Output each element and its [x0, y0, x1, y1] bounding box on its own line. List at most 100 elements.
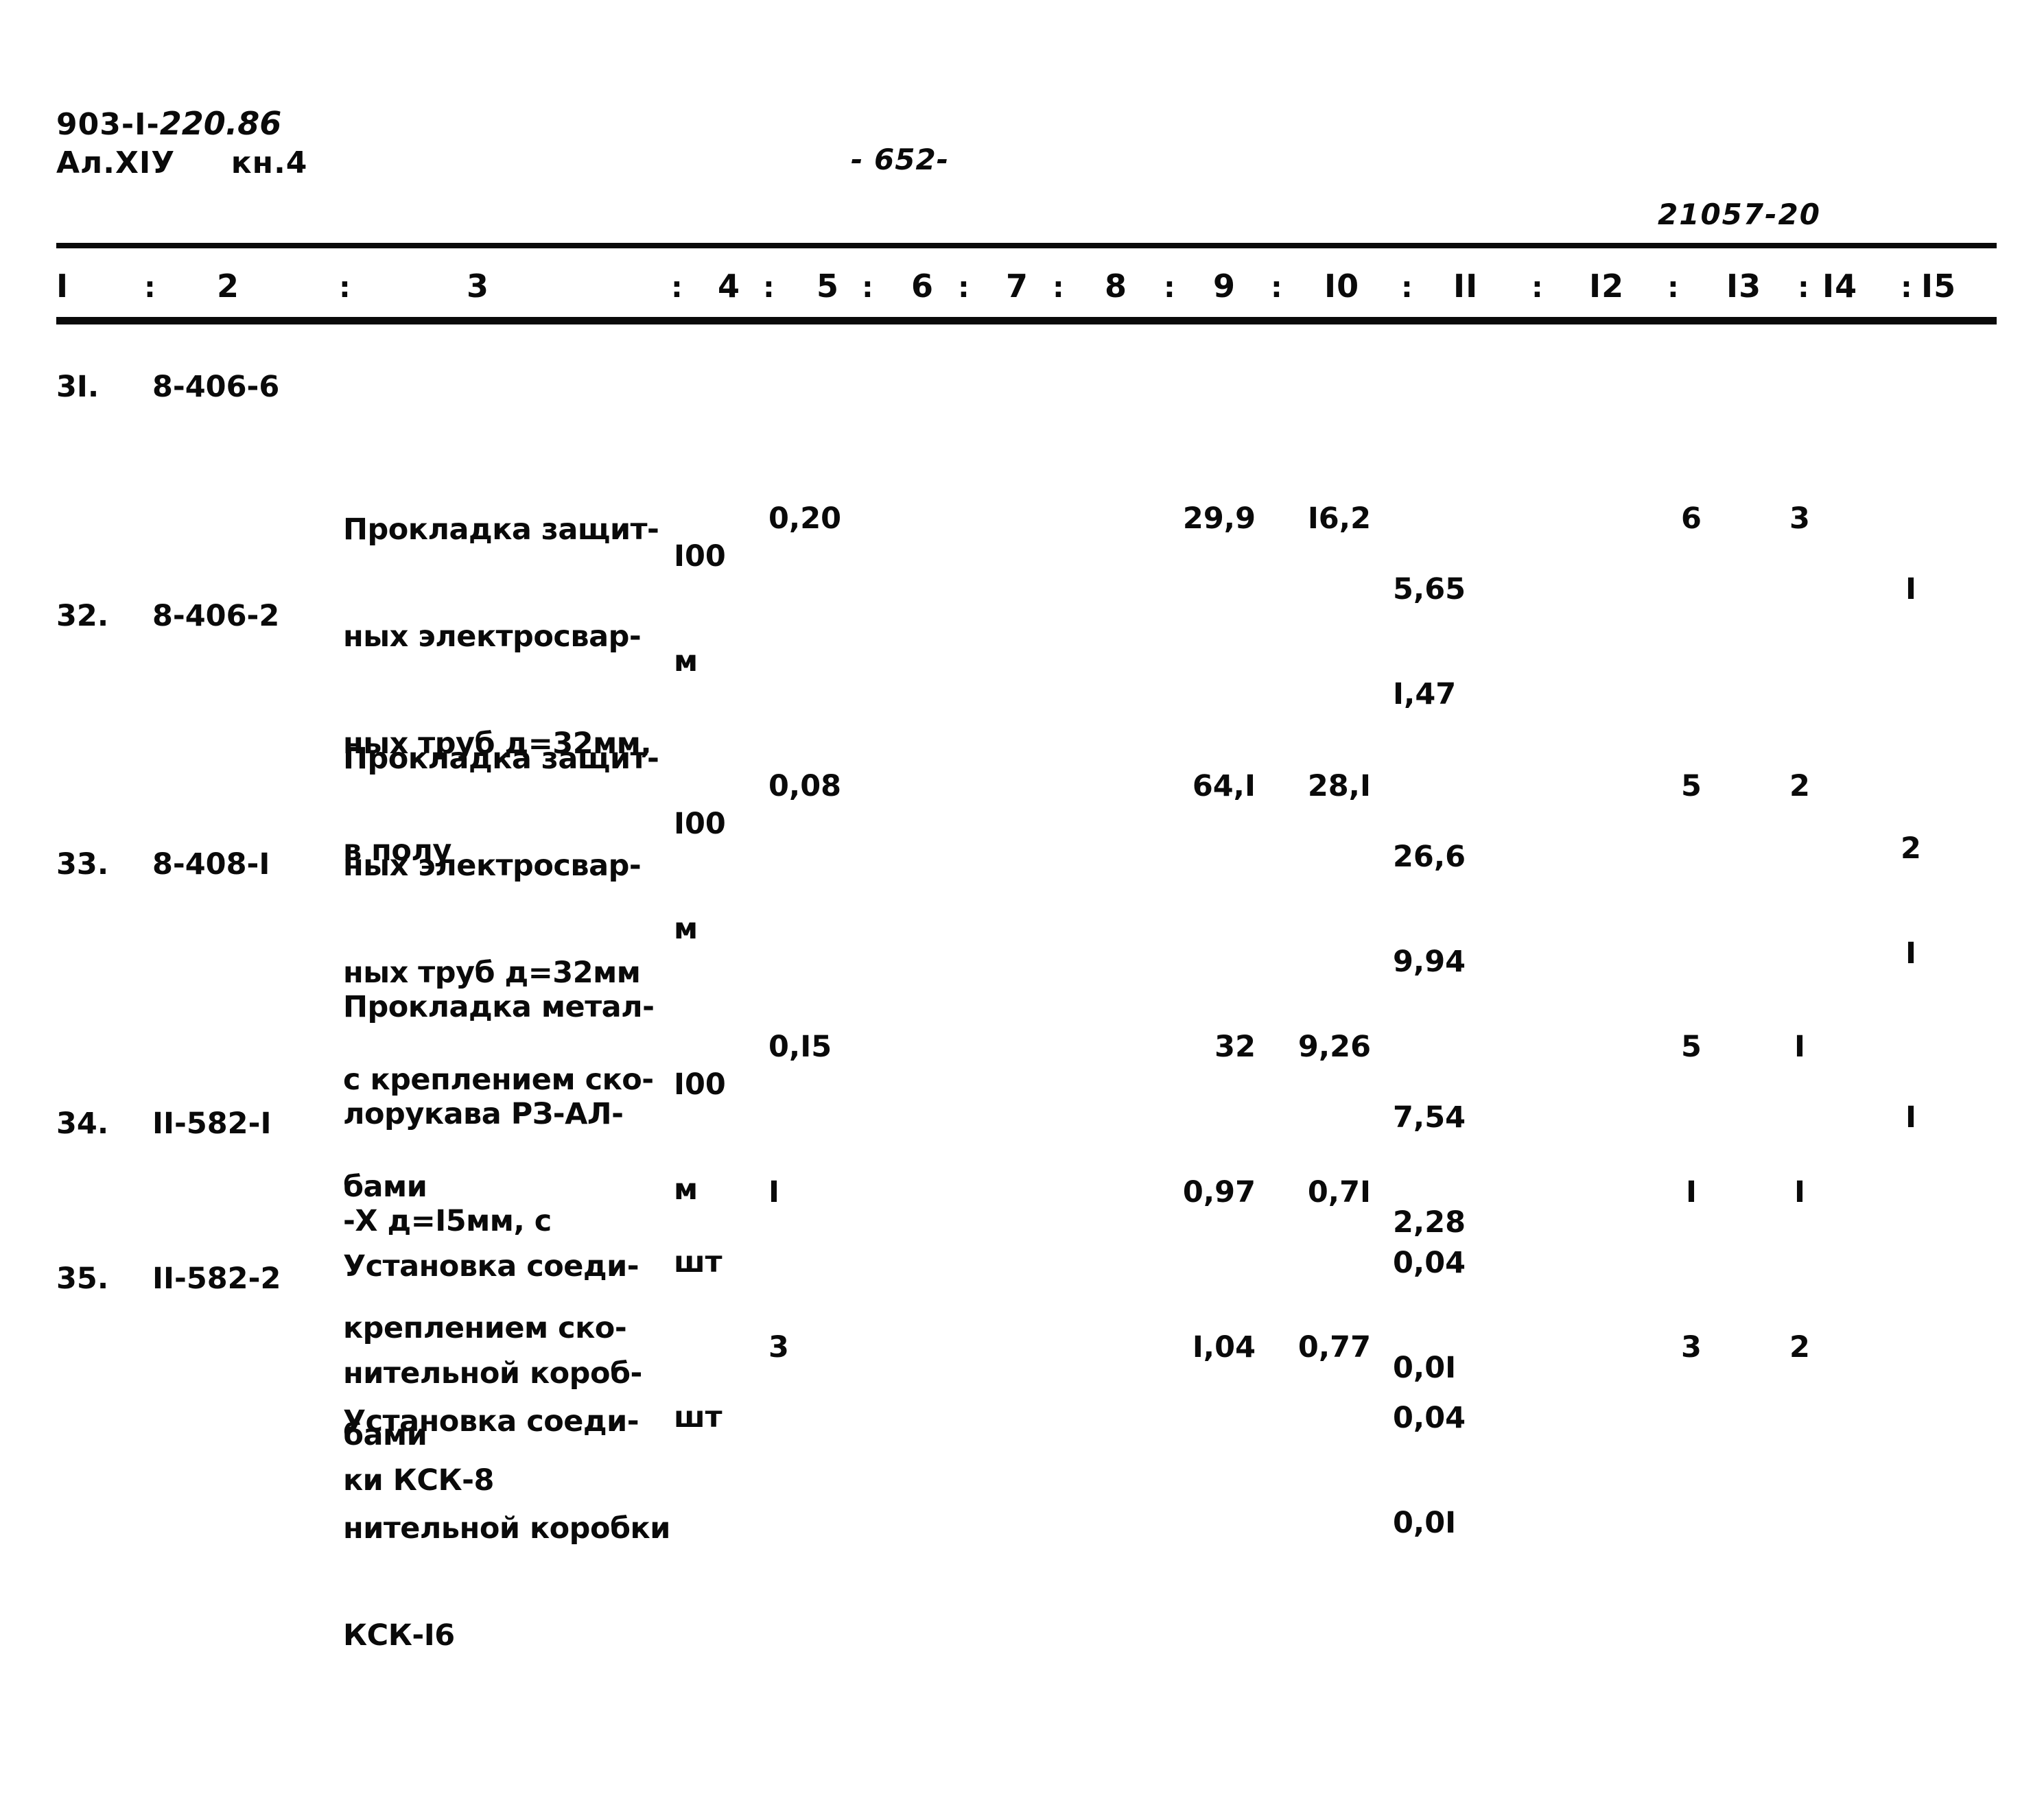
- row-number: 32.: [56, 599, 109, 633]
- unit-line-1: I00: [674, 539, 726, 574]
- album-book-line: Ал.XIУ кн.4: [56, 145, 308, 180]
- column-header-10: I0: [1324, 268, 1360, 305]
- row-col14: 2: [1789, 769, 1810, 803]
- desc-line: -Х д=I5мм, с: [343, 1204, 552, 1238]
- col15-top: 2: [1901, 831, 1921, 866]
- desc-line: ных электросвар-: [343, 849, 642, 883]
- col11-top: 0,04: [1393, 1401, 1466, 1435]
- col15-bottom: I: [1905, 936, 1916, 971]
- column-header-13: I3: [1726, 268, 1762, 305]
- desc-line: креплением ско-: [343, 1311, 627, 1345]
- desc-line: Установка соеди-: [343, 1404, 639, 1439]
- col11-bottom: I,47: [1393, 677, 1457, 711]
- row-col15: I: [1880, 501, 1942, 749]
- row-unit: I00 м: [674, 468, 749, 749]
- unit-line-2: шт: [674, 1245, 723, 1279]
- desc-line: лорукава РЗ-АЛ-: [343, 1097, 624, 1131]
- unit-line-2: м: [674, 1172, 698, 1207]
- document-page: 903-I-220.86 Ал.XIУ кн.4 - 652- 21057-20…: [56, 102, 1997, 1653]
- desc-line: ных электросвар-: [343, 619, 642, 654]
- row-col14: 3: [1789, 501, 1810, 536]
- desc-line: ных труб д=32мм,: [343, 726, 652, 761]
- row-unit: I00 м: [674, 996, 749, 1277]
- column-separator: :: [763, 270, 775, 304]
- row-quantity: 0,I5: [768, 1030, 832, 1064]
- column-separator: :: [958, 270, 970, 304]
- document-code-suffix: 220.86: [159, 105, 282, 142]
- row-col13: 6: [1681, 501, 1702, 536]
- row-col9: 29,9: [1182, 501, 1256, 536]
- row-code: 8-408-I: [152, 847, 270, 882]
- document-code: 903-I-220.86: [56, 102, 281, 147]
- column-header-6: 6: [911, 268, 935, 305]
- column-separator: :: [144, 270, 156, 304]
- row-col11: 0,04 0,0I: [1393, 1174, 1496, 1456]
- col11-top: 26,6: [1393, 840, 1466, 874]
- column-separator: :: [671, 270, 683, 304]
- column-separator: :: [339, 270, 351, 304]
- column-header-1: I: [56, 268, 69, 305]
- unit-line-1: I00: [674, 1067, 726, 1102]
- column-header-8: 8: [1105, 268, 1128, 305]
- row-col13: 5: [1681, 1030, 1702, 1064]
- row-number: 35.: [56, 1262, 109, 1296]
- row-col14: I: [1794, 1175, 1805, 1209]
- row-quantity: 3: [768, 1330, 789, 1364]
- header-rule: [56, 317, 1997, 324]
- row-col11: 7,54 2,28: [1393, 1029, 1496, 1310]
- row-code: II-582-2: [152, 1262, 281, 1296]
- desc-line: Прокладка защит-: [343, 742, 659, 776]
- column-header-14: I4: [1822, 268, 1858, 305]
- row-col15: [1880, 1330, 1942, 1472]
- col11-bottom: 2,28: [1393, 1205, 1466, 1240]
- desc-line: в полу: [343, 834, 451, 868]
- row-code: 8-406-6: [152, 370, 280, 404]
- desc-line: Прокладка метал-: [343, 990, 655, 1024]
- col15-top: I: [1905, 572, 1916, 606]
- desc-line: нительной короб-: [343, 1356, 642, 1391]
- column-separator: :: [1798, 270, 1809, 304]
- col11-bottom: 0,0I: [1393, 1351, 1457, 1385]
- page-number: - 652-: [851, 143, 950, 176]
- column-separator: :: [1271, 270, 1282, 304]
- top-rule: [56, 243, 1997, 248]
- unit-line-2: м: [674, 644, 698, 678]
- col11-top: 5,65: [1393, 572, 1466, 606]
- column-header-9: 9: [1213, 268, 1236, 305]
- column-header-11: II: [1453, 268, 1479, 305]
- desc-line: с креплением ско-: [343, 1063, 654, 1097]
- row-col13: 5: [1681, 769, 1702, 803]
- column-separator: :: [1901, 270, 1912, 304]
- row-quantity: 0,20: [768, 501, 842, 536]
- col11-top: 7,54: [1393, 1100, 1466, 1135]
- column-separator: :: [1401, 270, 1413, 304]
- column-separator: :: [1053, 270, 1064, 304]
- sheet-code: 21057-20: [1658, 198, 1821, 231]
- desc-line: нительной коробки: [343, 1511, 670, 1546]
- row-col15: [1880, 1174, 1942, 1317]
- row-col15: I: [1880, 1029, 1942, 1277]
- row-col11: 0,04 0,0I: [1393, 1330, 1496, 1611]
- row-col10: 28,I: [1307, 769, 1371, 803]
- row-quantity: 0,08: [768, 769, 842, 803]
- desc-line: ных труб д=32мм: [343, 956, 641, 990]
- row-col13: I: [1686, 1175, 1697, 1209]
- row-unit: шт: [674, 1174, 749, 1350]
- column-separator: :: [1164, 270, 1175, 304]
- desc-line: Прокладка защит-: [343, 512, 659, 547]
- col11-top: 0,04: [1393, 1246, 1466, 1280]
- row-col9: 32: [1214, 1030, 1256, 1064]
- col11-bottom: 0,0I: [1393, 1506, 1457, 1540]
- row-description: Прокладка метал- лорукава РЗ-АЛ- -Х д=I5…: [343, 847, 672, 1596]
- document-code-prefix: 903-I-: [56, 107, 160, 142]
- column-header-5: 5: [817, 268, 840, 305]
- row-col13: 3: [1681, 1330, 1702, 1364]
- row-col14: I: [1794, 1030, 1805, 1064]
- desc-line: КСК-I6: [343, 1618, 455, 1653]
- row-code: 8-406-2: [152, 599, 280, 633]
- row-description: Установка соеди- нительной коробки КСК-I…: [343, 1261, 672, 1796]
- row-quantity: I: [768, 1175, 779, 1209]
- desc-line: Установка соеди-: [343, 1249, 639, 1284]
- col11-bottom: 9,94: [1393, 945, 1466, 979]
- row-number: 3I.: [56, 370, 99, 404]
